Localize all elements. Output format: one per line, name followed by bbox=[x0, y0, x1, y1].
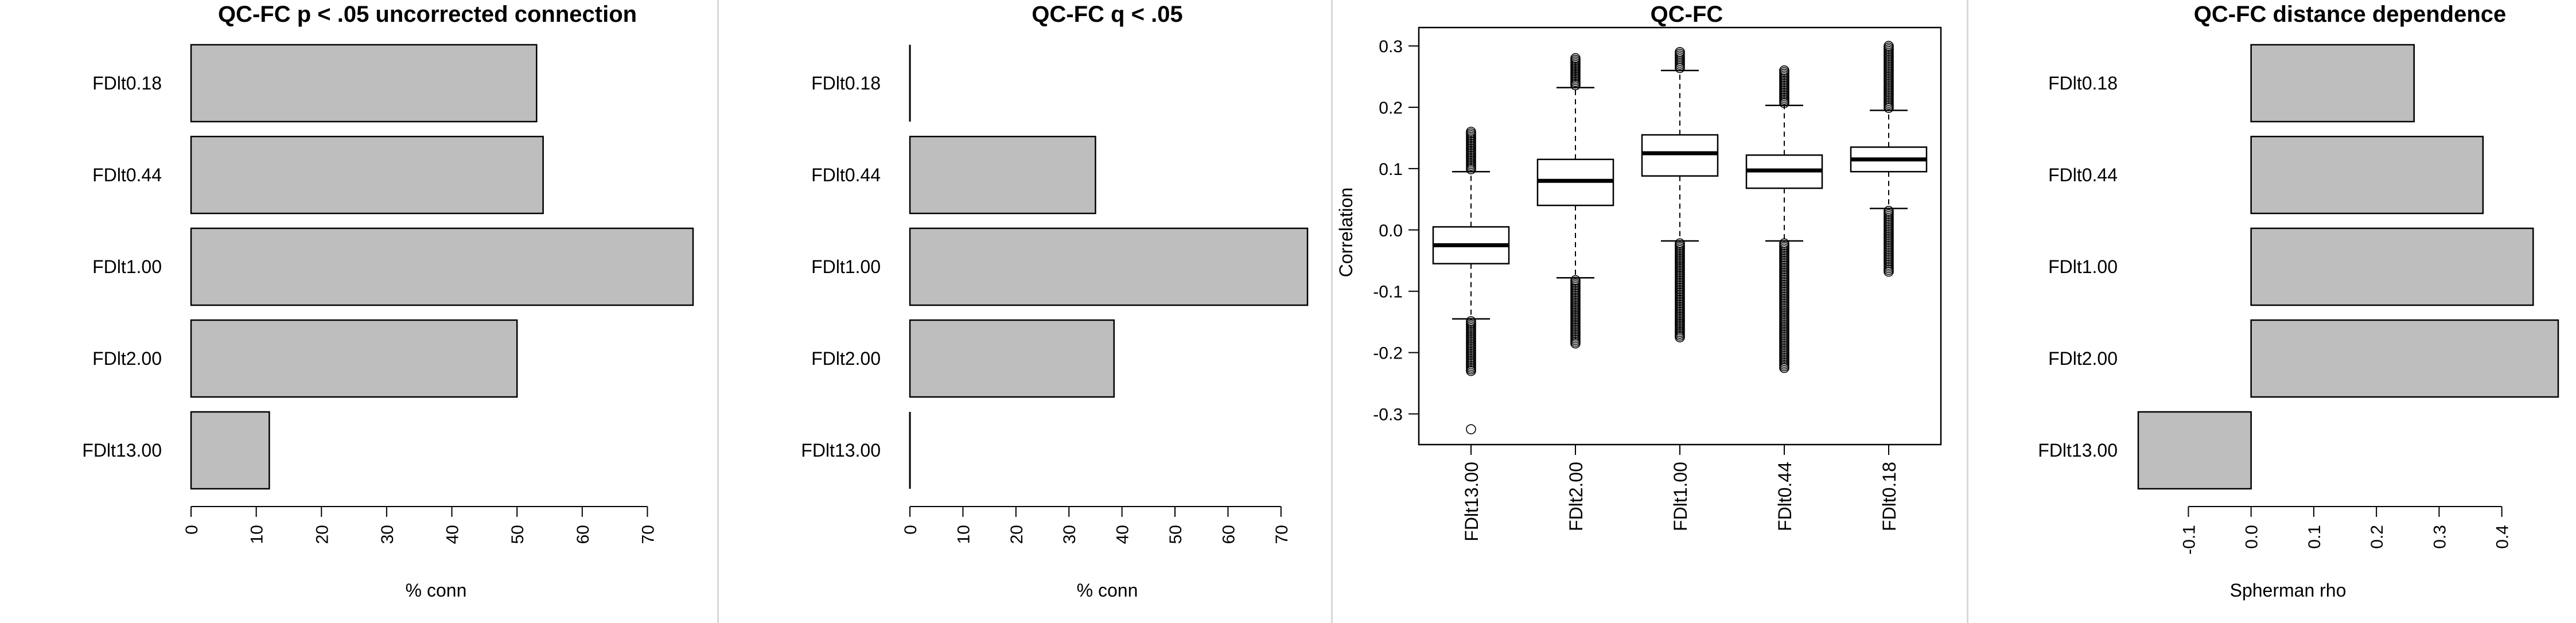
x-tick-label: FDlt2.00 bbox=[1566, 462, 1586, 531]
bar bbox=[190, 319, 518, 398]
x-tick-label: 10 bbox=[248, 525, 267, 544]
category-label: FDlt1.00 bbox=[2048, 256, 2118, 277]
chart-title: QC-FC q < .05 bbox=[1032, 2, 1182, 27]
chart-panel-distance: QC-FC distance dependence Spherman rho F… bbox=[1968, 0, 2576, 623]
x-tick-label: 0.2 bbox=[2368, 525, 2387, 549]
category-label: FDlt1.00 bbox=[92, 256, 162, 277]
category-label: FDlt1.00 bbox=[811, 256, 881, 277]
bar bbox=[2250, 319, 2559, 398]
bar bbox=[2250, 44, 2415, 123]
category-label: FDlt2.00 bbox=[811, 348, 881, 369]
outlier-point bbox=[1466, 365, 1476, 376]
x-tick-label: 0 bbox=[901, 525, 920, 535]
x-tick-label: 0.4 bbox=[2493, 525, 2512, 549]
box bbox=[1641, 46, 1719, 342]
x-tick-label: FDlt1.00 bbox=[1670, 462, 1691, 531]
box bbox=[1745, 65, 1823, 373]
bar bbox=[190, 135, 544, 215]
bar bbox=[190, 411, 270, 490]
category-label: FDlt13.00 bbox=[2038, 440, 2118, 461]
bar-chart-uncorrected: QC-FC p < .05 uncorrected connection % c… bbox=[82, 2, 694, 601]
bar-chart-distance-dependence: QC-FC distance dependence Spherman rho F… bbox=[2038, 2, 2559, 601]
x-tick-label: 70 bbox=[639, 525, 657, 544]
x-tick-label: -0.1 bbox=[2180, 525, 2198, 555]
panel-divider bbox=[1331, 0, 1333, 623]
x-tick-label: 20 bbox=[313, 525, 332, 544]
bar bbox=[909, 319, 1115, 398]
x-tick-label: 0 bbox=[182, 525, 201, 535]
outlier-point bbox=[1466, 424, 1476, 435]
outlier-point bbox=[1779, 363, 1789, 373]
bar bbox=[909, 135, 1096, 215]
box bbox=[1432, 126, 1510, 435]
bar bbox=[2137, 411, 2252, 490]
x-tick-label: FDlt0.44 bbox=[1775, 462, 1795, 531]
chart-panel-boxplot: QC-FC Correlation -0.3 -0.2 -0.1 0.0 0.1 0.2 0… bbox=[1333, 0, 1967, 623]
chart-panel-fdr: QC-FC q < .05 % conn FDlt0.18 FDlt0.44 FDl… bbox=[719, 0, 1331, 623]
outlier-point bbox=[1779, 65, 1789, 76]
chart-panel-uncorrected: QC-FC p < .05 uncorrected connection % c… bbox=[0, 0, 717, 623]
outlier-point bbox=[1884, 266, 1894, 277]
bar-chart-fdr: QC-FC q < .05 % conn FDlt0.18 FDlt0.44 FDl… bbox=[801, 2, 1309, 601]
category-label: FDlt2.00 bbox=[2048, 348, 2118, 369]
x-tick-label: 30 bbox=[1060, 525, 1079, 544]
y-tick-label: 0.0 bbox=[1379, 221, 1403, 240]
x-tick-label: 40 bbox=[1114, 525, 1133, 544]
category-label: FDlt2.00 bbox=[92, 348, 162, 369]
x-tick-label: 0.1 bbox=[2305, 525, 2324, 549]
x-tick-label: 50 bbox=[1166, 525, 1185, 544]
x-axis-label: % conn bbox=[1077, 580, 1138, 601]
y-tick-label: -0.3 bbox=[1373, 406, 1403, 425]
x-tick-label: 60 bbox=[1219, 525, 1238, 544]
x-tick-label: 10 bbox=[954, 525, 973, 544]
x-tick-label: 0.0 bbox=[2243, 525, 2262, 549]
category-label: FDlt0.18 bbox=[811, 73, 881, 94]
y-tick-label: -0.1 bbox=[1373, 283, 1403, 302]
x-tick-label: 0.3 bbox=[2430, 525, 2449, 549]
bar bbox=[2250, 227, 2534, 306]
outlier-point bbox=[1570, 338, 1581, 349]
box bbox=[1850, 41, 1928, 277]
bar bbox=[190, 227, 694, 306]
category-label: FDlt13.00 bbox=[801, 440, 881, 461]
outlier-point bbox=[1675, 46, 1685, 57]
category-label: FDlt0.44 bbox=[92, 165, 162, 185]
category-label: FDlt13.00 bbox=[82, 440, 162, 461]
y-axis-label: Correlation bbox=[1336, 188, 1356, 278]
y-tick-label: 0.3 bbox=[1379, 37, 1403, 56]
box-iqr bbox=[1641, 134, 1719, 177]
category-label: FDlt0.18 bbox=[92, 73, 162, 94]
category-label: FDlt0.44 bbox=[811, 165, 881, 185]
panel-divider bbox=[717, 0, 719, 623]
x-tick-label: FDlt13.00 bbox=[1461, 462, 1482, 542]
outlier-point bbox=[1570, 53, 1581, 64]
x-tick-label: 60 bbox=[574, 525, 593, 544]
box bbox=[1536, 53, 1614, 349]
outlier-point bbox=[1466, 126, 1476, 137]
x-tick-label: 70 bbox=[1273, 525, 1291, 544]
y-tick-label: -0.2 bbox=[1373, 344, 1403, 363]
outlier-point bbox=[1675, 332, 1685, 342]
y-tick-label: 0.1 bbox=[1379, 160, 1403, 179]
x-tick-label: 30 bbox=[378, 525, 397, 544]
chart-title: QC-FC distance dependence bbox=[2194, 2, 2507, 27]
outlier-point bbox=[1884, 41, 1894, 51]
chart-title: QC-FC bbox=[1651, 2, 1723, 27]
category-label: FDlt0.18 bbox=[2048, 73, 2118, 94]
bar bbox=[2250, 135, 2484, 215]
x-tick-label: 20 bbox=[1007, 525, 1026, 544]
x-axis-label: Spherman rho bbox=[2230, 580, 2347, 601]
box-plot-qcfc: QC-FC Correlation -0.3 -0.2 -0.1 0.0 0.1 0.2 0… bbox=[1336, 2, 1942, 542]
x-axis-label: % conn bbox=[406, 580, 467, 601]
category-label: FDlt0.44 bbox=[2048, 165, 2118, 185]
bar bbox=[909, 227, 1309, 306]
x-tick-label: 50 bbox=[508, 525, 527, 544]
bar bbox=[190, 44, 538, 123]
x-tick-label: 40 bbox=[443, 525, 462, 544]
panel-divider bbox=[1967, 0, 1968, 623]
x-tick-label: FDlt0.18 bbox=[1879, 462, 1900, 531]
chart-title: QC-FC p < .05 uncorrected connection bbox=[218, 2, 637, 27]
y-tick-label: 0.2 bbox=[1379, 99, 1403, 118]
